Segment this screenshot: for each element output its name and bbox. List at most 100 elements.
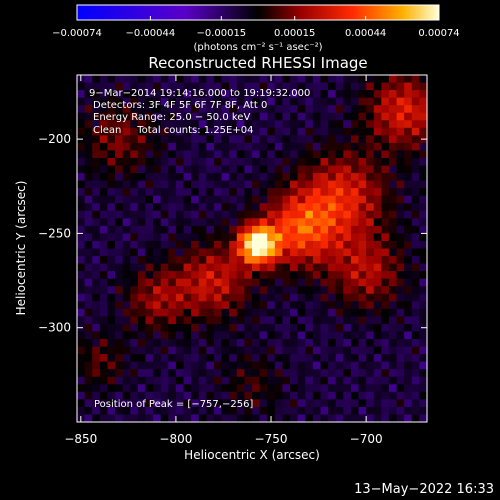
heatmap-cell: [191, 135, 200, 144]
heatmap-cell: [213, 331, 222, 340]
heatmap-cell: [115, 127, 124, 136]
heatmap-cell: [267, 308, 276, 317]
heatmap-cell: [77, 293, 86, 302]
heatmap-cell: [153, 82, 162, 91]
heatmap-cell: [305, 188, 314, 197]
heatmap-cell: [282, 323, 291, 332]
heatmap-cell: [183, 157, 192, 166]
heatmap-cell: [252, 150, 261, 159]
heatmap-cell: [267, 323, 276, 332]
heatmap-cell: [419, 127, 428, 136]
heatmap-cell: [328, 225, 337, 234]
y-axis-label: Heliocentric Y (arcsec): [14, 181, 28, 316]
heatmap-cell: [107, 331, 116, 340]
heatmap-cell: [388, 135, 397, 144]
heatmap-cell: [419, 142, 428, 151]
heatmap-cell: [381, 203, 390, 212]
heatmap-cell: [99, 301, 108, 310]
heatmap-cell: [130, 248, 139, 257]
heatmap-cell: [335, 308, 344, 317]
heatmap-cell: [350, 210, 359, 219]
heatmap-cell: [335, 293, 344, 302]
heatmap-cell: [168, 218, 177, 227]
heatmap-cell: [282, 263, 291, 272]
heatmap-cell: [366, 120, 375, 129]
heatmap-cell: [290, 165, 299, 174]
heatmap-cell: [221, 399, 230, 408]
heatmap-cell: [252, 263, 261, 272]
heatmap-cell: [290, 203, 299, 212]
heatmap-cell: [221, 339, 230, 347]
heatmap-cell: [175, 150, 184, 159]
heatmap-cell: [77, 173, 86, 182]
heatmap-cell: [297, 240, 306, 249]
heatmap-cell: [305, 414, 314, 423]
heatmap-cell: [183, 225, 192, 234]
heatmap-cell: [312, 263, 321, 272]
heatmap-cell: [206, 271, 215, 280]
heatmap-cell: [366, 331, 375, 340]
heatmap-cell: [343, 293, 352, 302]
heatmap-cell: [213, 97, 222, 106]
heatmap-cell: [274, 233, 283, 242]
heatmap-cell: [198, 165, 207, 174]
heatmap-cell: [320, 323, 329, 332]
heatmap-cell: [160, 316, 169, 325]
heatmap-cell: [312, 354, 321, 363]
heatmap-cell: [312, 135, 321, 144]
heatmap-cell: [99, 195, 108, 204]
heatmap-cell: [312, 180, 321, 189]
heatmap-cell: [168, 165, 177, 174]
heatmap-cell: [198, 203, 207, 212]
heatmap-cell: [335, 278, 344, 287]
heatmap-cell: [160, 399, 169, 408]
heatmap-cell: [153, 195, 162, 204]
heatmap-cell: [191, 286, 200, 295]
heatmap-cell: [282, 165, 291, 174]
heatmap-cell: [312, 90, 321, 99]
heatmap-cell: [137, 173, 146, 182]
heatmap-cell: [236, 188, 245, 197]
heatmap-cell: [92, 323, 101, 332]
heatmap-cell: [312, 286, 321, 295]
heatmap-cell: [236, 323, 245, 332]
heatmap-cell: [236, 346, 245, 355]
heatmap-cell: [198, 293, 207, 302]
heatmap-cell: [404, 105, 413, 114]
heatmap-cell: [320, 384, 329, 393]
heatmap-cell: [297, 271, 306, 280]
heatmap-cell: [411, 97, 420, 106]
heatmap-cell: [350, 82, 359, 91]
heatmap-cell: [77, 203, 86, 212]
heatmap-cell: [267, 142, 276, 151]
heatmap-cell: [335, 97, 344, 106]
heatmap-cell: [305, 263, 314, 272]
heatmap-cell: [335, 391, 344, 400]
heatmap-cell: [366, 293, 375, 302]
heatmap-cell: [366, 263, 375, 272]
heatmap-cell: [305, 165, 314, 174]
heatmap-cell: [236, 406, 245, 415]
heatmap-cell: [312, 301, 321, 310]
heatmap-cell: [388, 248, 397, 257]
heatmap-cell: [175, 399, 184, 408]
heatmap-cell: [175, 323, 184, 332]
heatmap-cell: [244, 331, 253, 340]
heatmap-cell: [175, 391, 184, 400]
heatmap-cell: [404, 75, 413, 83]
heatmap-cell: [388, 127, 397, 136]
heatmap-cell: [145, 308, 154, 317]
heatmap-cell: [267, 406, 276, 415]
heatmap-cell: [236, 339, 245, 347]
heatmap-cell: [381, 248, 390, 257]
heatmap-cell: [77, 339, 86, 347]
heatmap-cell: [168, 301, 177, 310]
heatmap-cell: [290, 75, 299, 83]
heatmap-cell: [191, 203, 200, 212]
heatmap-cell: [350, 278, 359, 287]
heatmap-cell: [366, 248, 375, 257]
heatmap-cell: [191, 120, 200, 129]
heatmap-cell: [350, 369, 359, 378]
heatmap-cell: [229, 82, 238, 91]
heatmap-cell: [411, 414, 420, 423]
